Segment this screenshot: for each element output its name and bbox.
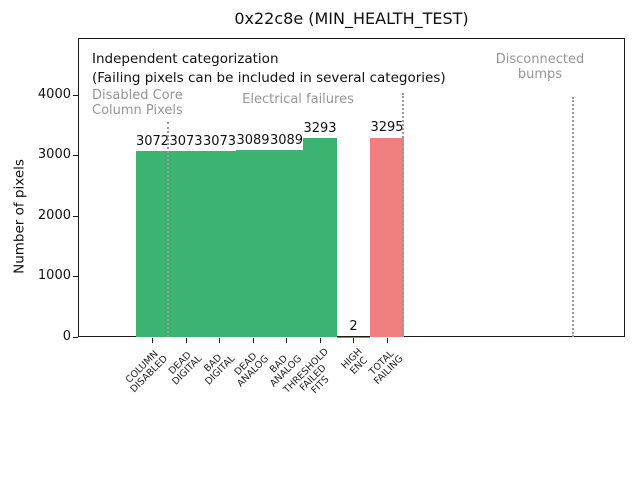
y-tick-mark: [73, 276, 78, 277]
x-tick-label-bad-digital: BAD DIGITAL: [201, 352, 238, 388]
dotted-line-disconnected: [572, 97, 574, 337]
chart-title: 0x22c8e (MIN_HEALTH_TEST): [234, 9, 469, 28]
x-tick-label-total-failing: TOTAL FAILING: [366, 348, 406, 387]
x-tick-mark: [387, 338, 388, 343]
y-tick-label-3000: 3000: [37, 147, 71, 162]
bar-value-label: 2: [349, 319, 358, 334]
y-tick-mark: [73, 216, 78, 217]
annotation-disconnected-bumps: Disconnected bumps: [495, 52, 585, 82]
bar-value-label: 3072: [135, 134, 170, 149]
x-tick-mark: [219, 338, 220, 343]
y-tick-mark: [73, 95, 78, 96]
bar-threshold-failed-fits: [303, 137, 337, 337]
x-tick-label-column-disabled: COLUMN DISABLED: [123, 348, 171, 396]
x-tick-mark: [286, 338, 287, 343]
y-tick-label-2000: 2000: [37, 208, 71, 223]
dotted-line-electrical: [402, 93, 404, 337]
x-tick-label-dead-analog: DEAD ANALOG: [232, 350, 272, 390]
x-tick-mark: [320, 338, 321, 343]
y-tick-label-1000: 1000: [37, 268, 71, 283]
y-tick-mark: [73, 155, 78, 156]
x-tick-label-dead-digital: DEAD DIGITAL: [166, 349, 205, 388]
y-tick-label-0: 0: [62, 329, 71, 344]
annotation-electrical-failures: Electrical failures: [242, 92, 354, 107]
bar-bad-digital: [202, 151, 237, 337]
bar-value-label: 3073: [169, 134, 203, 149]
bar-column-disabled: [135, 151, 170, 337]
y-tick-mark: [73, 337, 78, 338]
bar-value-label: 3293: [303, 120, 337, 136]
annotation-disabled-core-column-pixels: Disabled Core Column Pixels: [92, 88, 183, 118]
bar-value-label: 3089: [236, 133, 270, 148]
x-tick-mark: [152, 338, 153, 343]
annotation-independent-categorization: Independent categorization (Failing pixe…: [92, 51, 446, 86]
x-tick-mark: [353, 338, 354, 343]
bar-bad-analog: [269, 150, 304, 337]
bar-value-label: 3295: [370, 120, 404, 136]
bar-value-label: 3073: [202, 134, 237, 149]
dotted-line-disabled-core: [166, 122, 169, 337]
y-tick-label-4000: 4000: [37, 87, 71, 102]
bar-dead-analog: [236, 150, 270, 337]
bar-total-failing: [370, 137, 404, 337]
x-tick-mark: [186, 338, 187, 343]
bar-dead-digital: [169, 151, 203, 337]
bar-value-label: 3089: [269, 133, 304, 148]
x-tick-mark: [253, 338, 254, 343]
